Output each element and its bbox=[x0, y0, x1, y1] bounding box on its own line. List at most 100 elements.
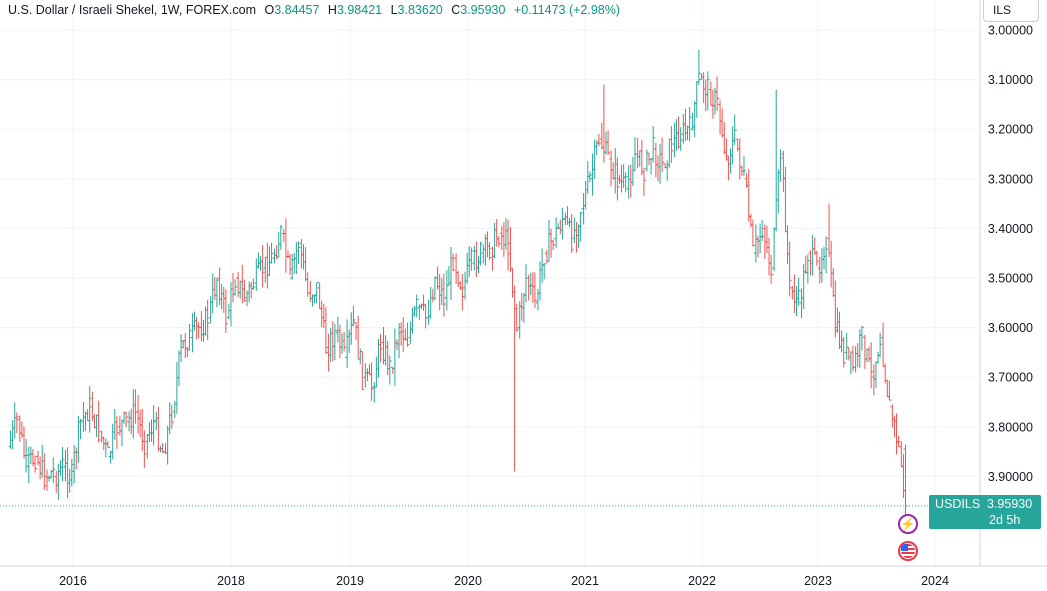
ohlc-bar bbox=[124, 412, 129, 428]
ohlc-bar bbox=[478, 241, 483, 266]
ohlc-bar bbox=[862, 334, 867, 369]
ohlc-bar bbox=[715, 76, 720, 111]
ohlc-bar bbox=[824, 236, 829, 274]
ohlc-bar bbox=[641, 167, 646, 197]
ohlc-bar bbox=[151, 405, 156, 446]
high-value: 3.98421 bbox=[336, 3, 383, 17]
ohlc-bar bbox=[694, 81, 699, 118]
ohlc-bar bbox=[604, 131, 608, 155]
ohlc-bar bbox=[22, 426, 27, 459]
ohlc-bar bbox=[649, 158, 654, 175]
ohlc-bar bbox=[833, 280, 838, 338]
ohlc-bar bbox=[240, 264, 245, 304]
us-flag-icon[interactable] bbox=[898, 541, 918, 561]
ohlc-bar bbox=[296, 241, 301, 264]
ohlc-bar bbox=[167, 402, 172, 435]
ohlc-bar bbox=[837, 311, 842, 349]
ohlc-bar bbox=[490, 246, 495, 271]
ohlc-bar bbox=[676, 116, 681, 149]
ohlc-bar bbox=[687, 106, 692, 142]
ohlc-bar bbox=[369, 362, 374, 401]
ohlc-bar bbox=[278, 224, 283, 250]
ohlc-bar bbox=[853, 346, 858, 373]
ohlc-bar bbox=[242, 279, 247, 302]
y-tick-label: 3.10000 bbox=[988, 73, 1033, 87]
ohlc-bar bbox=[185, 346, 190, 357]
ohlc-bar bbox=[226, 303, 231, 320]
ohlc-bar bbox=[156, 406, 161, 452]
ohlc-bar bbox=[576, 224, 581, 248]
ohlc-bar bbox=[231, 272, 236, 303]
ohlc-bar bbox=[99, 430, 104, 443]
ohlc-bar bbox=[665, 160, 670, 181]
ohlc-bar bbox=[503, 218, 508, 250]
price-axis[interactable]: 3.00000 3.10000 3.20000 3.30000 3.40000 3.500… bbox=[988, 24, 1033, 484]
time-axis[interactable]: 2016 2018 2019 2020 2021 2022 2023 2024 bbox=[59, 574, 949, 588]
ohlc-bar bbox=[212, 277, 217, 300]
ohlc-bar bbox=[463, 271, 468, 300]
ohlc-bar bbox=[617, 174, 622, 185]
ohlc-bar bbox=[399, 322, 404, 346]
low-value: 3.83620 bbox=[397, 3, 443, 17]
ohlc-bar bbox=[317, 282, 322, 309]
ohlc-bar bbox=[439, 277, 444, 306]
ohlc-bar bbox=[142, 430, 147, 469]
ohlc-bar bbox=[356, 315, 361, 360]
ohlc-bar bbox=[360, 351, 365, 391]
ohlc-bar bbox=[496, 236, 501, 248]
ohlc-bar bbox=[601, 84, 606, 163]
ohlc-bar bbox=[814, 250, 819, 266]
ohlc-bar bbox=[223, 289, 228, 333]
lightning-icon[interactable]: ⚡ bbox=[898, 514, 918, 534]
ohlc-bar bbox=[319, 300, 324, 328]
ohlc-bar bbox=[821, 246, 826, 269]
ohlc-bar bbox=[26, 446, 31, 484]
ohlc-bar bbox=[199, 311, 204, 342]
ohlc-bar bbox=[474, 241, 479, 278]
ohlc-bar bbox=[623, 172, 628, 193]
ohlc-bar bbox=[147, 421, 152, 443]
ohlc-bar bbox=[221, 286, 226, 313]
ohlc-bar bbox=[347, 329, 352, 353]
currency-button[interactable]: ILS bbox=[983, 0, 1039, 22]
ohlc-bar bbox=[885, 379, 890, 398]
ohlc-bar bbox=[414, 294, 419, 318]
ohlc-bar bbox=[403, 328, 408, 341]
ohlc-bar bbox=[163, 442, 168, 454]
ohlc-bar bbox=[485, 231, 490, 258]
ohlc-bar bbox=[741, 156, 746, 176]
ohlc-bar bbox=[87, 386, 92, 433]
ohlc-bar bbox=[829, 240, 834, 288]
ohlc-bar bbox=[387, 355, 392, 385]
ohlc-bar bbox=[269, 242, 274, 264]
ohlc-bar bbox=[546, 219, 551, 262]
ohlc-bar bbox=[214, 277, 219, 308]
ohlc-bar bbox=[708, 81, 713, 106]
ohlc-bar bbox=[140, 408, 145, 451]
ohlc-bar bbox=[183, 332, 188, 359]
ohlc-bar bbox=[446, 266, 451, 286]
ohlc-bar bbox=[208, 296, 213, 324]
ohlc-bar bbox=[894, 413, 899, 455]
ohlc-bar bbox=[176, 350, 181, 387]
ohlc-bar bbox=[746, 168, 751, 222]
ohlc-bar bbox=[651, 126, 656, 163]
ohlc-bar bbox=[790, 286, 795, 300]
ohlc-bar bbox=[190, 313, 195, 353]
price-tag-value: 3.95930 bbox=[987, 497, 1033, 511]
close-value: 3.95930 bbox=[460, 3, 506, 17]
ohlc-bar bbox=[165, 425, 170, 465]
ohlc-bar bbox=[51, 457, 56, 483]
y-tick-label: 3.90000 bbox=[988, 470, 1033, 484]
ohlc-bar bbox=[283, 218, 288, 273]
ohlc-bar bbox=[410, 307, 415, 334]
close-label: C bbox=[451, 3, 461, 17]
ohlc-bar bbox=[878, 332, 883, 358]
ohlc-bar bbox=[567, 217, 572, 228]
ohlc-bar bbox=[835, 307, 840, 333]
ohlc-bar bbox=[460, 273, 465, 311]
ohlc-bar bbox=[672, 122, 677, 158]
ohlc-bar bbox=[726, 155, 731, 181]
ohlc-bar bbox=[519, 292, 524, 321]
